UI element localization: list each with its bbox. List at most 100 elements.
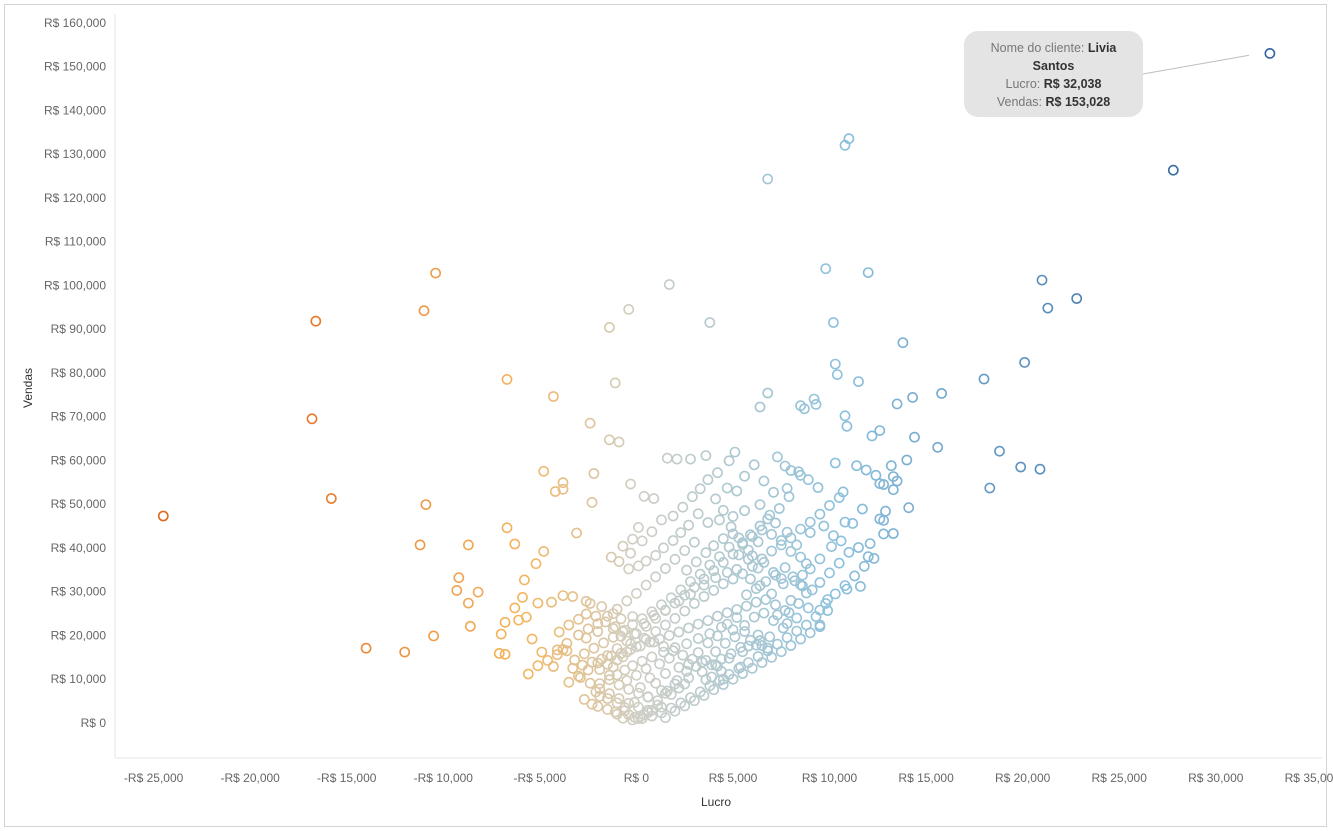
data-point[interactable] [573,670,584,682]
data-point[interactable] [748,459,760,471]
data-point[interactable] [739,505,750,517]
data-point[interactable] [563,676,575,688]
data-point[interactable] [631,588,642,599]
data-point[interactable] [831,369,843,380]
data-point[interactable] [878,528,889,540]
data-point[interactable] [656,685,667,696]
data-point[interactable] [623,697,635,709]
data-point[interactable] [814,621,826,633]
data-point[interactable] [829,358,841,370]
data-point[interactable] [729,446,741,458]
data-point[interactable] [609,377,621,389]
data-point[interactable] [464,620,476,632]
data-point[interactable] [775,535,787,546]
data-point[interactable] [640,620,652,632]
data-point[interactable] [546,596,557,608]
data-point[interactable] [702,517,714,528]
data-point[interactable] [654,658,665,670]
data-point[interactable] [605,551,617,563]
data-point[interactable] [567,591,579,602]
data-point[interactable] [499,616,511,628]
data-point[interactable] [775,573,787,584]
data-point[interactable] [853,542,864,553]
data-point[interactable] [716,621,727,633]
data-point[interactable] [849,570,860,582]
data-point[interactable] [538,465,550,477]
data-point[interactable] [750,596,762,608]
data-point[interactable] [741,600,752,612]
data-point[interactable] [462,597,474,609]
data-point[interactable] [667,535,679,546]
data-point[interactable] [712,467,723,479]
data-point[interactable] [721,567,733,578]
data-point[interactable] [646,710,658,722]
data-point[interactable] [743,640,754,652]
data-point[interactable] [418,305,430,317]
data-point[interactable] [640,555,652,567]
data-point[interactable] [325,493,337,504]
data-point[interactable] [646,526,658,538]
data-point[interactable] [594,683,606,695]
data-point[interactable] [795,551,806,563]
data-point[interactable] [573,613,584,625]
data-point[interactable] [619,624,631,636]
data-point[interactable] [984,482,996,494]
data-point[interactable] [609,621,621,633]
data-point[interactable] [679,700,691,712]
data-point[interactable] [660,668,671,679]
data-point[interactable] [804,516,816,528]
data-point[interactable] [627,611,638,622]
data-point[interactable] [569,654,580,666]
data-point[interactable] [592,701,604,712]
data-point[interactable] [799,403,810,415]
data-point[interactable] [756,524,768,536]
data-point[interactable] [310,315,322,327]
data-point[interactable] [679,589,691,601]
data-point[interactable] [584,417,596,429]
data-point[interactable] [532,660,544,672]
data-point[interactable] [812,482,824,493]
data-point[interactable] [617,540,629,552]
data-point[interactable] [633,522,644,533]
data-point[interactable] [843,133,855,145]
data-point[interactable] [829,457,841,469]
data-point[interactable] [557,477,569,489]
data-point[interactable] [862,267,874,278]
data-point[interactable] [658,641,669,652]
data-point[interactable] [885,460,897,472]
data-point[interactable] [700,450,712,461]
data-point[interactable] [669,678,681,690]
data-point[interactable] [617,626,629,637]
data-point[interactable] [727,511,739,522]
data-point[interactable] [611,669,623,681]
data-point[interactable] [698,690,710,701]
data-point[interactable] [636,535,648,547]
data-point[interactable] [625,547,636,559]
data-point[interactable] [808,393,820,405]
data-point[interactable] [588,468,600,479]
data-point[interactable] [575,672,586,683]
data-point[interactable] [828,530,839,542]
data-point[interactable] [517,592,528,603]
data-point[interactable] [710,659,721,671]
data-point[interactable] [891,475,903,487]
data-point[interactable] [785,465,797,476]
data-point[interactable] [704,317,716,328]
data-point[interactable] [783,491,795,503]
data-point[interactable] [638,618,650,629]
data-point[interactable] [723,455,735,467]
data-point[interactable] [689,536,700,548]
data-point[interactable] [994,445,1005,457]
data-point[interactable] [660,605,671,616]
data-point[interactable] [702,637,714,649]
data-point[interactable] [708,684,720,696]
data-point[interactable] [746,662,758,674]
data-point[interactable] [646,651,658,663]
data-point[interactable] [669,597,681,609]
data-point[interactable] [689,598,700,609]
data-point[interactable] [791,539,803,551]
data-point[interactable] [592,657,604,669]
data-point[interactable] [582,664,594,676]
data-point[interactable] [648,493,660,504]
data-point[interactable] [586,496,598,508]
